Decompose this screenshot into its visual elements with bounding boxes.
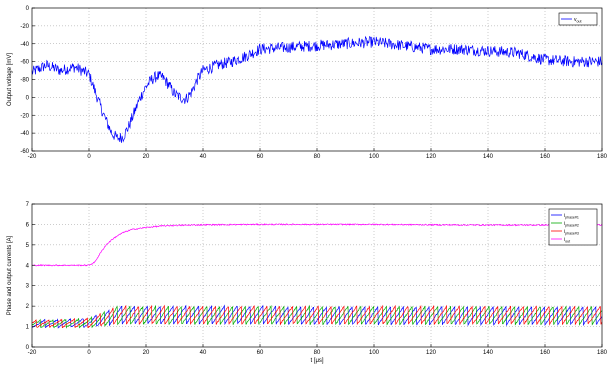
y-axis-label: Phase and output currents [A]	[7, 235, 13, 315]
y-tick-label: -40	[20, 131, 29, 137]
x-tick-label: 60	[257, 350, 264, 356]
x-tick-label: 160	[540, 350, 551, 356]
y-tick-label: 1	[26, 325, 30, 331]
x-tick-label: 180	[597, 154, 608, 160]
legend-label: iout	[564, 237, 570, 244]
y-tick-label: 4	[26, 263, 30, 269]
y-tick-label: -60	[20, 60, 29, 66]
x-tick-label: 20	[143, 154, 150, 160]
y-tick-label: 5	[26, 243, 30, 249]
x-tick-label: 180	[597, 350, 608, 356]
chart-panel-1: -20 0 20 40 60 80 100 120 140 160 180 0 -20 -40 -60 -80…	[7, 6, 608, 160]
series-line-iphase#2	[31, 304, 603, 329]
y-tick-label: 0	[26, 95, 30, 101]
legend: vout	[558, 12, 598, 26]
x-tick-label: 60	[257, 154, 264, 160]
series-line-iout	[31, 223, 603, 267]
chart-panel-2: -20 0 20 40 60 80 100 120 140 160 18001234567Phase…	[7, 202, 608, 364]
y-tick-label: 6	[26, 222, 30, 228]
y-axis-label: Output voltage [mV]	[7, 53, 13, 106]
x-tick-label: 160	[540, 154, 551, 160]
y-tick-label: -80	[20, 78, 29, 84]
y-tick-label: 7	[26, 202, 30, 208]
legend-box	[558, 12, 598, 26]
y-tick-label: -60	[20, 149, 29, 155]
y-tick-label: 3	[26, 284, 30, 290]
legend-label: iphase#2	[564, 221, 579, 228]
legend-label: vout	[574, 17, 582, 24]
x-tick-label: 0	[87, 154, 91, 160]
x-tick-label: 40	[200, 154, 207, 160]
series-line-iphase#1	[32, 304, 602, 329]
legend-label: iphase#3	[564, 229, 579, 236]
y-tick-label: -20	[20, 24, 29, 30]
series-line-iphase#3	[31, 304, 603, 329]
x-tick-label: 120	[426, 350, 437, 356]
y-tick-label: -40	[20, 42, 29, 48]
series-line-vout	[31, 35, 603, 143]
x-tick-label: -20	[28, 154, 37, 160]
y-tick-label: 0	[26, 6, 30, 12]
y-tick-label: 0	[26, 345, 30, 351]
x-tick-label: 0	[87, 350, 91, 356]
x-tick-label: 20	[143, 350, 150, 356]
x-tick-label: 80	[314, 350, 321, 356]
legend-label: iphase#1	[564, 213, 579, 220]
x-tick-label: -20	[28, 350, 37, 356]
x-tick-label: 140	[483, 350, 494, 356]
x-tick-label: 140	[483, 154, 494, 160]
y-tick-label: 2	[26, 304, 30, 310]
x-tick-label: 100	[369, 350, 380, 356]
x-tick-label: 100	[369, 154, 380, 160]
y-tick-label: -20	[20, 113, 29, 119]
x-tick-label: 40	[200, 350, 207, 356]
x-axis-label: t [μs]	[310, 358, 323, 364]
x-tick-label: 120	[426, 154, 437, 160]
x-tick-label: 80	[314, 154, 321, 160]
